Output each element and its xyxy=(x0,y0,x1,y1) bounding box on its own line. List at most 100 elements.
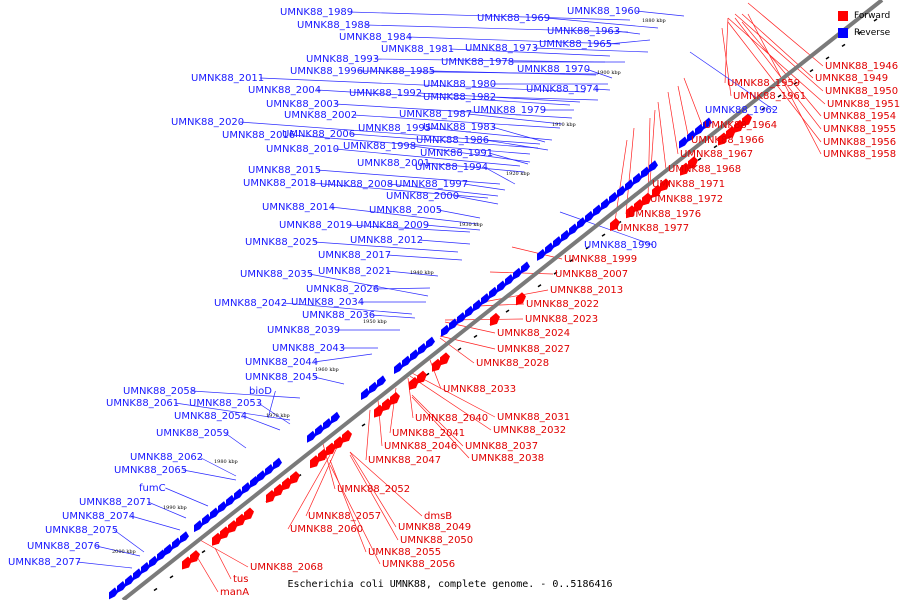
reverse-gene[interactable] xyxy=(210,507,219,520)
reverse-gene-label[interactable]: UMNK88_1970 xyxy=(517,64,590,75)
reverse-gene[interactable] xyxy=(641,166,650,179)
reverse-gene[interactable] xyxy=(117,581,126,594)
forward-gene[interactable] xyxy=(266,490,276,504)
reverse-gene[interactable] xyxy=(331,411,340,424)
forward-gene[interactable] xyxy=(236,513,246,527)
forward-gene-label[interactable]: UMNK88_1950 xyxy=(825,86,898,97)
reverse-gene-label[interactable]: UMNK88_1983 xyxy=(423,122,496,133)
forward-gene[interactable] xyxy=(220,526,230,540)
reverse-gene-label[interactable]: UMNK88_2058 xyxy=(123,386,196,397)
reverse-gene[interactable] xyxy=(172,537,181,550)
forward-gene[interactable] xyxy=(334,436,344,450)
reverse-gene-label[interactable]: UMNK88_1987 xyxy=(399,109,472,120)
forward-gene[interactable] xyxy=(310,455,320,469)
reverse-gene[interactable] xyxy=(457,312,466,325)
forward-gene-label[interactable]: UMNK88_2031 xyxy=(497,412,570,423)
forward-gene-label[interactable]: UMNK88_1964 xyxy=(704,120,777,131)
reverse-gene-label[interactable]: UMNK88_1960 xyxy=(567,6,640,17)
reverse-gene-label[interactable]: UMNK88_1995 xyxy=(358,123,431,134)
reverse-gene[interactable] xyxy=(649,160,658,173)
forward-gene[interactable] xyxy=(742,113,752,127)
forward-gene-label[interactable]: UMNK88_2056 xyxy=(382,559,455,570)
reverse-gene-label[interactable]: UMNK88_2005 xyxy=(369,205,442,216)
reverse-gene-label[interactable]: UMNK88_1984 xyxy=(339,32,412,43)
reverse-gene[interactable] xyxy=(601,198,610,211)
forward-gene[interactable] xyxy=(244,507,254,521)
reverse-gene-label[interactable]: UMNK88_2015 xyxy=(248,165,321,176)
forward-gene[interactable] xyxy=(680,162,690,176)
reverse-gene[interactable] xyxy=(377,375,386,388)
forward-gene[interactable] xyxy=(374,404,384,418)
forward-gene-label[interactable]: tus xyxy=(233,574,248,585)
reverse-gene-label[interactable]: UMNK88_2004 xyxy=(248,85,321,96)
reverse-gene[interactable] xyxy=(194,520,203,533)
reverse-gene[interactable] xyxy=(593,204,602,217)
reverse-gene-label[interactable]: UMNK88_1993 xyxy=(306,54,379,65)
reverse-gene[interactable] xyxy=(273,457,282,470)
forward-gene-label[interactable]: UMNK88_1968 xyxy=(668,164,741,175)
reverse-gene-label[interactable]: UMNK88_2018 xyxy=(243,178,316,189)
reverse-gene-label[interactable]: UMNK88_2010 xyxy=(266,144,339,155)
reverse-gene-label[interactable]: UMNK88_1965 xyxy=(539,39,612,50)
reverse-gene-label[interactable]: UMNK88_2003 xyxy=(266,99,339,110)
reverse-gene[interactable] xyxy=(585,210,594,223)
forward-gene[interactable] xyxy=(626,205,636,219)
forward-gene-label[interactable]: UMNK88_2047 xyxy=(368,455,441,466)
forward-gene-label[interactable]: UMNK88_2007 xyxy=(555,269,628,280)
forward-gene-label[interactable]: UMNK88_2027 xyxy=(497,344,570,355)
reverse-gene-label[interactable]: UMNK88_2059 xyxy=(156,428,229,439)
reverse-gene-label[interactable]: UMNK88_2012 xyxy=(350,235,423,246)
reverse-gene-label[interactable]: UMNK88_2016 xyxy=(222,130,295,141)
reverse-gene-label[interactable]: UMNK88_2074 xyxy=(62,511,135,522)
forward-gene[interactable] xyxy=(516,292,526,306)
reverse-gene[interactable] xyxy=(164,543,173,556)
reverse-gene-label[interactable]: UMNK88_2071 xyxy=(79,497,152,508)
forward-gene[interactable] xyxy=(190,550,200,564)
reverse-gene[interactable] xyxy=(218,501,227,514)
forward-gene-label[interactable]: UMNK88_2049 xyxy=(398,522,471,533)
reverse-gene-label[interactable]: UMNK88_2053 xyxy=(189,398,262,409)
forward-gene[interactable] xyxy=(642,192,652,206)
reverse-gene-label[interactable]: UMNK88_1963 xyxy=(547,26,620,37)
reverse-gene-label[interactable]: UMNK88_2009 xyxy=(356,220,429,231)
forward-gene-label[interactable]: dmsB xyxy=(424,511,452,522)
reverse-gene-label[interactable]: UMNK88_1973 xyxy=(465,43,538,54)
forward-gene-label[interactable]: UMNK88_1959 xyxy=(727,78,800,89)
reverse-gene[interactable] xyxy=(141,562,150,575)
reverse-gene[interactable] xyxy=(265,463,274,476)
reverse-gene[interactable] xyxy=(481,293,490,306)
forward-gene-label[interactable]: UMNK88_2037 xyxy=(465,441,538,452)
forward-gene[interactable] xyxy=(440,352,450,366)
reverse-gene[interactable] xyxy=(234,488,243,501)
reverse-gene[interactable] xyxy=(625,179,634,192)
reverse-gene-label[interactable]: UMNK88_2014 xyxy=(262,202,335,213)
reverse-gene[interactable] xyxy=(157,549,166,562)
forward-gene-label[interactable]: UMNK88_2023 xyxy=(525,314,598,325)
forward-gene[interactable] xyxy=(318,448,328,462)
forward-gene-label[interactable]: UMNK88_1966 xyxy=(691,135,764,146)
reverse-gene-label[interactable]: UMNK88_1985 xyxy=(362,66,435,77)
forward-gene-label[interactable]: UMNK88_2013 xyxy=(550,285,623,296)
reverse-gene[interactable] xyxy=(149,555,158,568)
reverse-gene[interactable] xyxy=(394,361,403,374)
reverse-gene-label[interactable]: UMNK88_1962 xyxy=(705,105,778,116)
reverse-gene-label[interactable]: UMNK88_2036 xyxy=(302,310,375,321)
forward-gene[interactable] xyxy=(382,398,392,412)
forward-gene-label[interactable]: UMNK88_2068 xyxy=(250,562,323,573)
forward-gene[interactable] xyxy=(688,156,698,170)
forward-gene-label[interactable]: UMNK88_2024 xyxy=(497,328,570,339)
reverse-gene-label[interactable]: UMNK88_2020 xyxy=(171,117,244,128)
forward-gene[interactable] xyxy=(342,429,352,443)
reverse-gene[interactable] xyxy=(257,470,266,483)
reverse-gene[interactable] xyxy=(449,318,458,331)
reverse-gene-label[interactable]: UMNK88_1974 xyxy=(526,84,599,95)
reverse-gene[interactable] xyxy=(617,185,626,198)
reverse-gene-label[interactable]: UMNK88_2075 xyxy=(45,525,118,536)
reverse-gene-label[interactable]: UMNK88_2042 xyxy=(214,298,287,309)
forward-gene[interactable] xyxy=(409,376,419,390)
reverse-gene-label[interactable]: bioD xyxy=(249,386,272,397)
reverse-gene[interactable] xyxy=(473,299,482,312)
forward-gene-label[interactable]: UMNK88_1961 xyxy=(733,91,806,102)
forward-gene-label[interactable]: UMNK88_1972 xyxy=(650,194,723,205)
reverse-gene-label[interactable]: UMNK88_2026 xyxy=(306,284,379,295)
